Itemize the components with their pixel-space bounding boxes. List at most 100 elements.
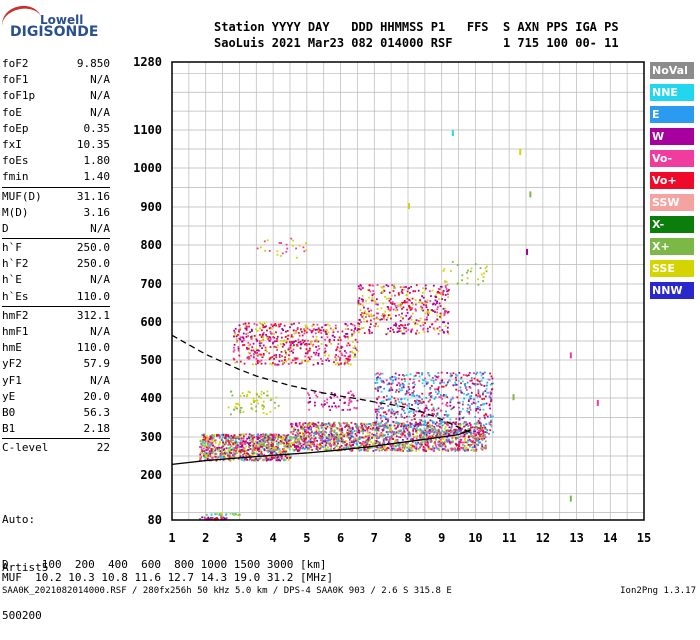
- echo-point: [345, 332, 347, 335]
- echo-point: [203, 443, 206, 446]
- echo-point: [469, 424, 472, 426]
- echo-point: [318, 433, 320, 436]
- echo-point: [285, 250, 288, 253]
- echo-point: [286, 454, 289, 457]
- echo-point: [490, 397, 492, 400]
- echo-point: [328, 423, 331, 426]
- echo-point: [426, 427, 428, 429]
- echo-point: [423, 302, 426, 304]
- echo-point: [466, 374, 469, 377]
- echo-point: [446, 439, 449, 442]
- echo-point: [418, 399, 421, 402]
- echo-point: [322, 440, 325, 443]
- echo-point: [418, 301, 420, 304]
- echo-point: [458, 417, 461, 420]
- echo-point: [251, 452, 254, 455]
- echo-point: [300, 427, 302, 430]
- echo-point: [273, 324, 276, 327]
- echo-point: [290, 237, 293, 240]
- echo-point: [333, 423, 336, 426]
- echo-point: [225, 514, 227, 516]
- echo-point: [387, 433, 389, 436]
- echo-point: [352, 395, 355, 397]
- echo-point: [276, 250, 279, 253]
- echo-point: [434, 442, 437, 445]
- echo-point: [295, 436, 298, 439]
- echo-point: [297, 433, 300, 436]
- echo-point: [363, 423, 366, 426]
- echo-point: [362, 320, 365, 323]
- footer-file-line: SAA0K_2021082014000.RSF / 280fx256h 50 k…: [2, 586, 452, 596]
- echo-point: [451, 260, 454, 263]
- echo-point: [434, 388, 436, 391]
- echo-point: [385, 395, 388, 397]
- echo-point: [273, 354, 276, 357]
- echo-point: [333, 339, 336, 342]
- echo-point: [402, 301, 405, 304]
- echo-point: [412, 393, 415, 396]
- parameter-table: foF2 9.850 foF1 N/A foF1p N/A foE N/A foEp 0.35 fx…: [2, 56, 110, 457]
- echo-point: [264, 438, 267, 441]
- echo-point: [285, 330, 287, 333]
- echo-point: [259, 327, 262, 330]
- echo-point: [485, 387, 488, 390]
- echo-point: [345, 351, 348, 354]
- echo-point: [406, 290, 409, 293]
- echo-point: [450, 425, 453, 428]
- echo-point: [438, 288, 441, 291]
- echo-point: [420, 308, 423, 311]
- echo-point: [222, 517, 225, 520]
- echo-point: [455, 421, 458, 424]
- echo-point: [297, 445, 300, 448]
- echo-point: [482, 393, 484, 395]
- echo-point: [359, 284, 362, 286]
- echo-point: [446, 414, 449, 417]
- echo-point: [305, 339, 307, 342]
- echo-point: [382, 407, 384, 409]
- echo-point: [280, 455, 283, 457]
- echo-point: [276, 253, 279, 256]
- echo-point: [398, 445, 401, 448]
- echo-point: [316, 328, 319, 331]
- echo-point: [293, 332, 296, 335]
- echo-point: [230, 438, 232, 441]
- echo-point: [334, 446, 336, 449]
- echo-point: [348, 344, 351, 347]
- echo-point: [473, 422, 476, 425]
- echo-point: [379, 372, 382, 375]
- echo-point: [449, 421, 451, 424]
- echo-point: [240, 433, 243, 436]
- echo-point: [468, 411, 471, 413]
- echo-point: [356, 329, 359, 332]
- echo-point: [251, 434, 253, 437]
- echo-point: [321, 360, 324, 362]
- echo-point: [389, 378, 392, 381]
- echo-point: [473, 433, 476, 435]
- echo-point: [443, 394, 445, 396]
- echo-point: [291, 442, 294, 445]
- echo-point: [304, 359, 307, 362]
- echo-point: [238, 337, 241, 340]
- echo-point: [265, 413, 268, 415]
- echo-point: [246, 394, 249, 396]
- echo-point: [260, 362, 263, 365]
- echo-point: [386, 421, 389, 423]
- echo-point: [492, 431, 495, 434]
- echo-point: [205, 517, 208, 520]
- echo-point: [333, 429, 336, 432]
- echo-point: [347, 342, 350, 345]
- echo-point: [333, 443, 335, 446]
- echo-point: [375, 322, 377, 325]
- echo-point: [310, 355, 313, 358]
- echo-point: [224, 450, 226, 453]
- echo-point: [259, 246, 262, 249]
- echo-point: [483, 446, 486, 449]
- echo-point: [473, 383, 476, 385]
- echo-point: [447, 296, 450, 299]
- echo-point: [315, 448, 318, 450]
- echo-point: [467, 403, 470, 406]
- echo-point: [297, 341, 300, 344]
- echo-point: [235, 337, 238, 340]
- echo-point: [247, 325, 250, 328]
- echo-point: [248, 444, 251, 447]
